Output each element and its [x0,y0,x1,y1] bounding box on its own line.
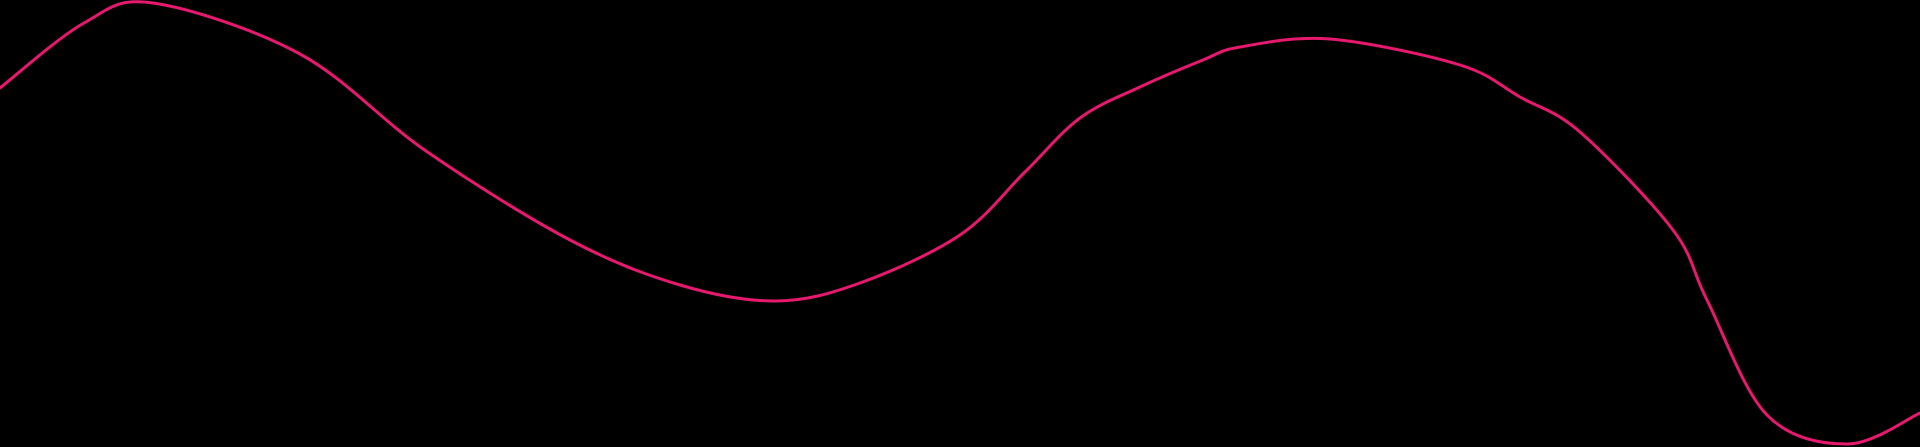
curve-chart-canvas [0,0,1920,446]
chart-background [0,0,1920,447]
curve-line [0,0,1920,446]
